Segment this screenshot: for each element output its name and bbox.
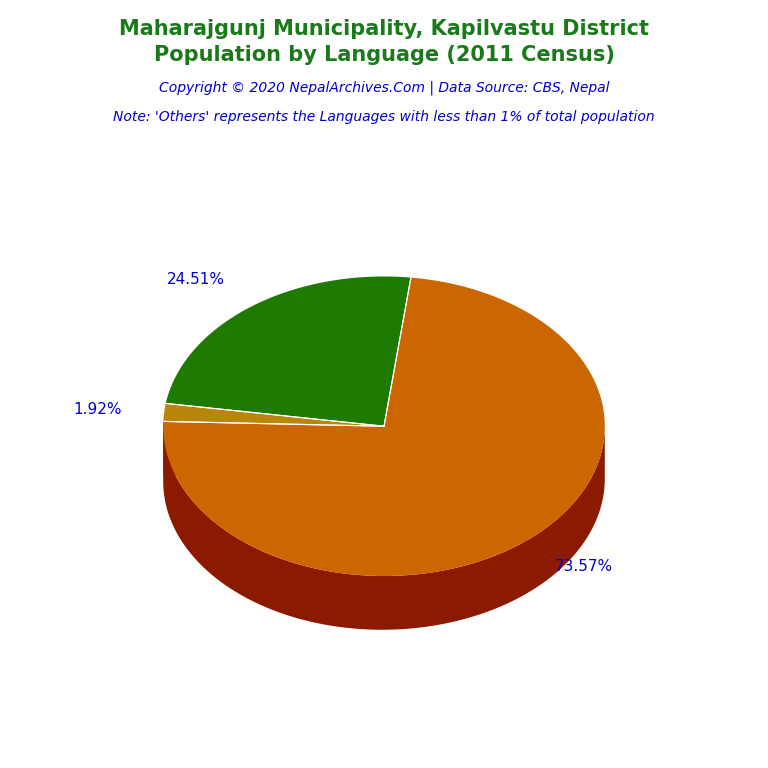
- Polygon shape: [164, 425, 604, 630]
- Polygon shape: [164, 422, 384, 480]
- Text: Note: 'Others' represents the Languages with less than 1% of total population: Note: 'Others' represents the Languages …: [113, 110, 655, 124]
- Text: 1.92%: 1.92%: [74, 402, 122, 417]
- Polygon shape: [164, 422, 384, 480]
- Text: Copyright © 2020 NepalArchives.Com | Data Source: CBS, Nepal: Copyright © 2020 NepalArchives.Com | Dat…: [159, 81, 609, 95]
- Polygon shape: [164, 277, 604, 576]
- Text: Maharajgunj Municipality, Kapilvastu District
Population by Language (2011 Censu: Maharajgunj Municipality, Kapilvastu Dis…: [119, 19, 649, 65]
- Text: 73.57%: 73.57%: [555, 559, 613, 574]
- Text: 24.51%: 24.51%: [167, 272, 225, 286]
- Polygon shape: [164, 403, 384, 426]
- Polygon shape: [166, 276, 411, 426]
